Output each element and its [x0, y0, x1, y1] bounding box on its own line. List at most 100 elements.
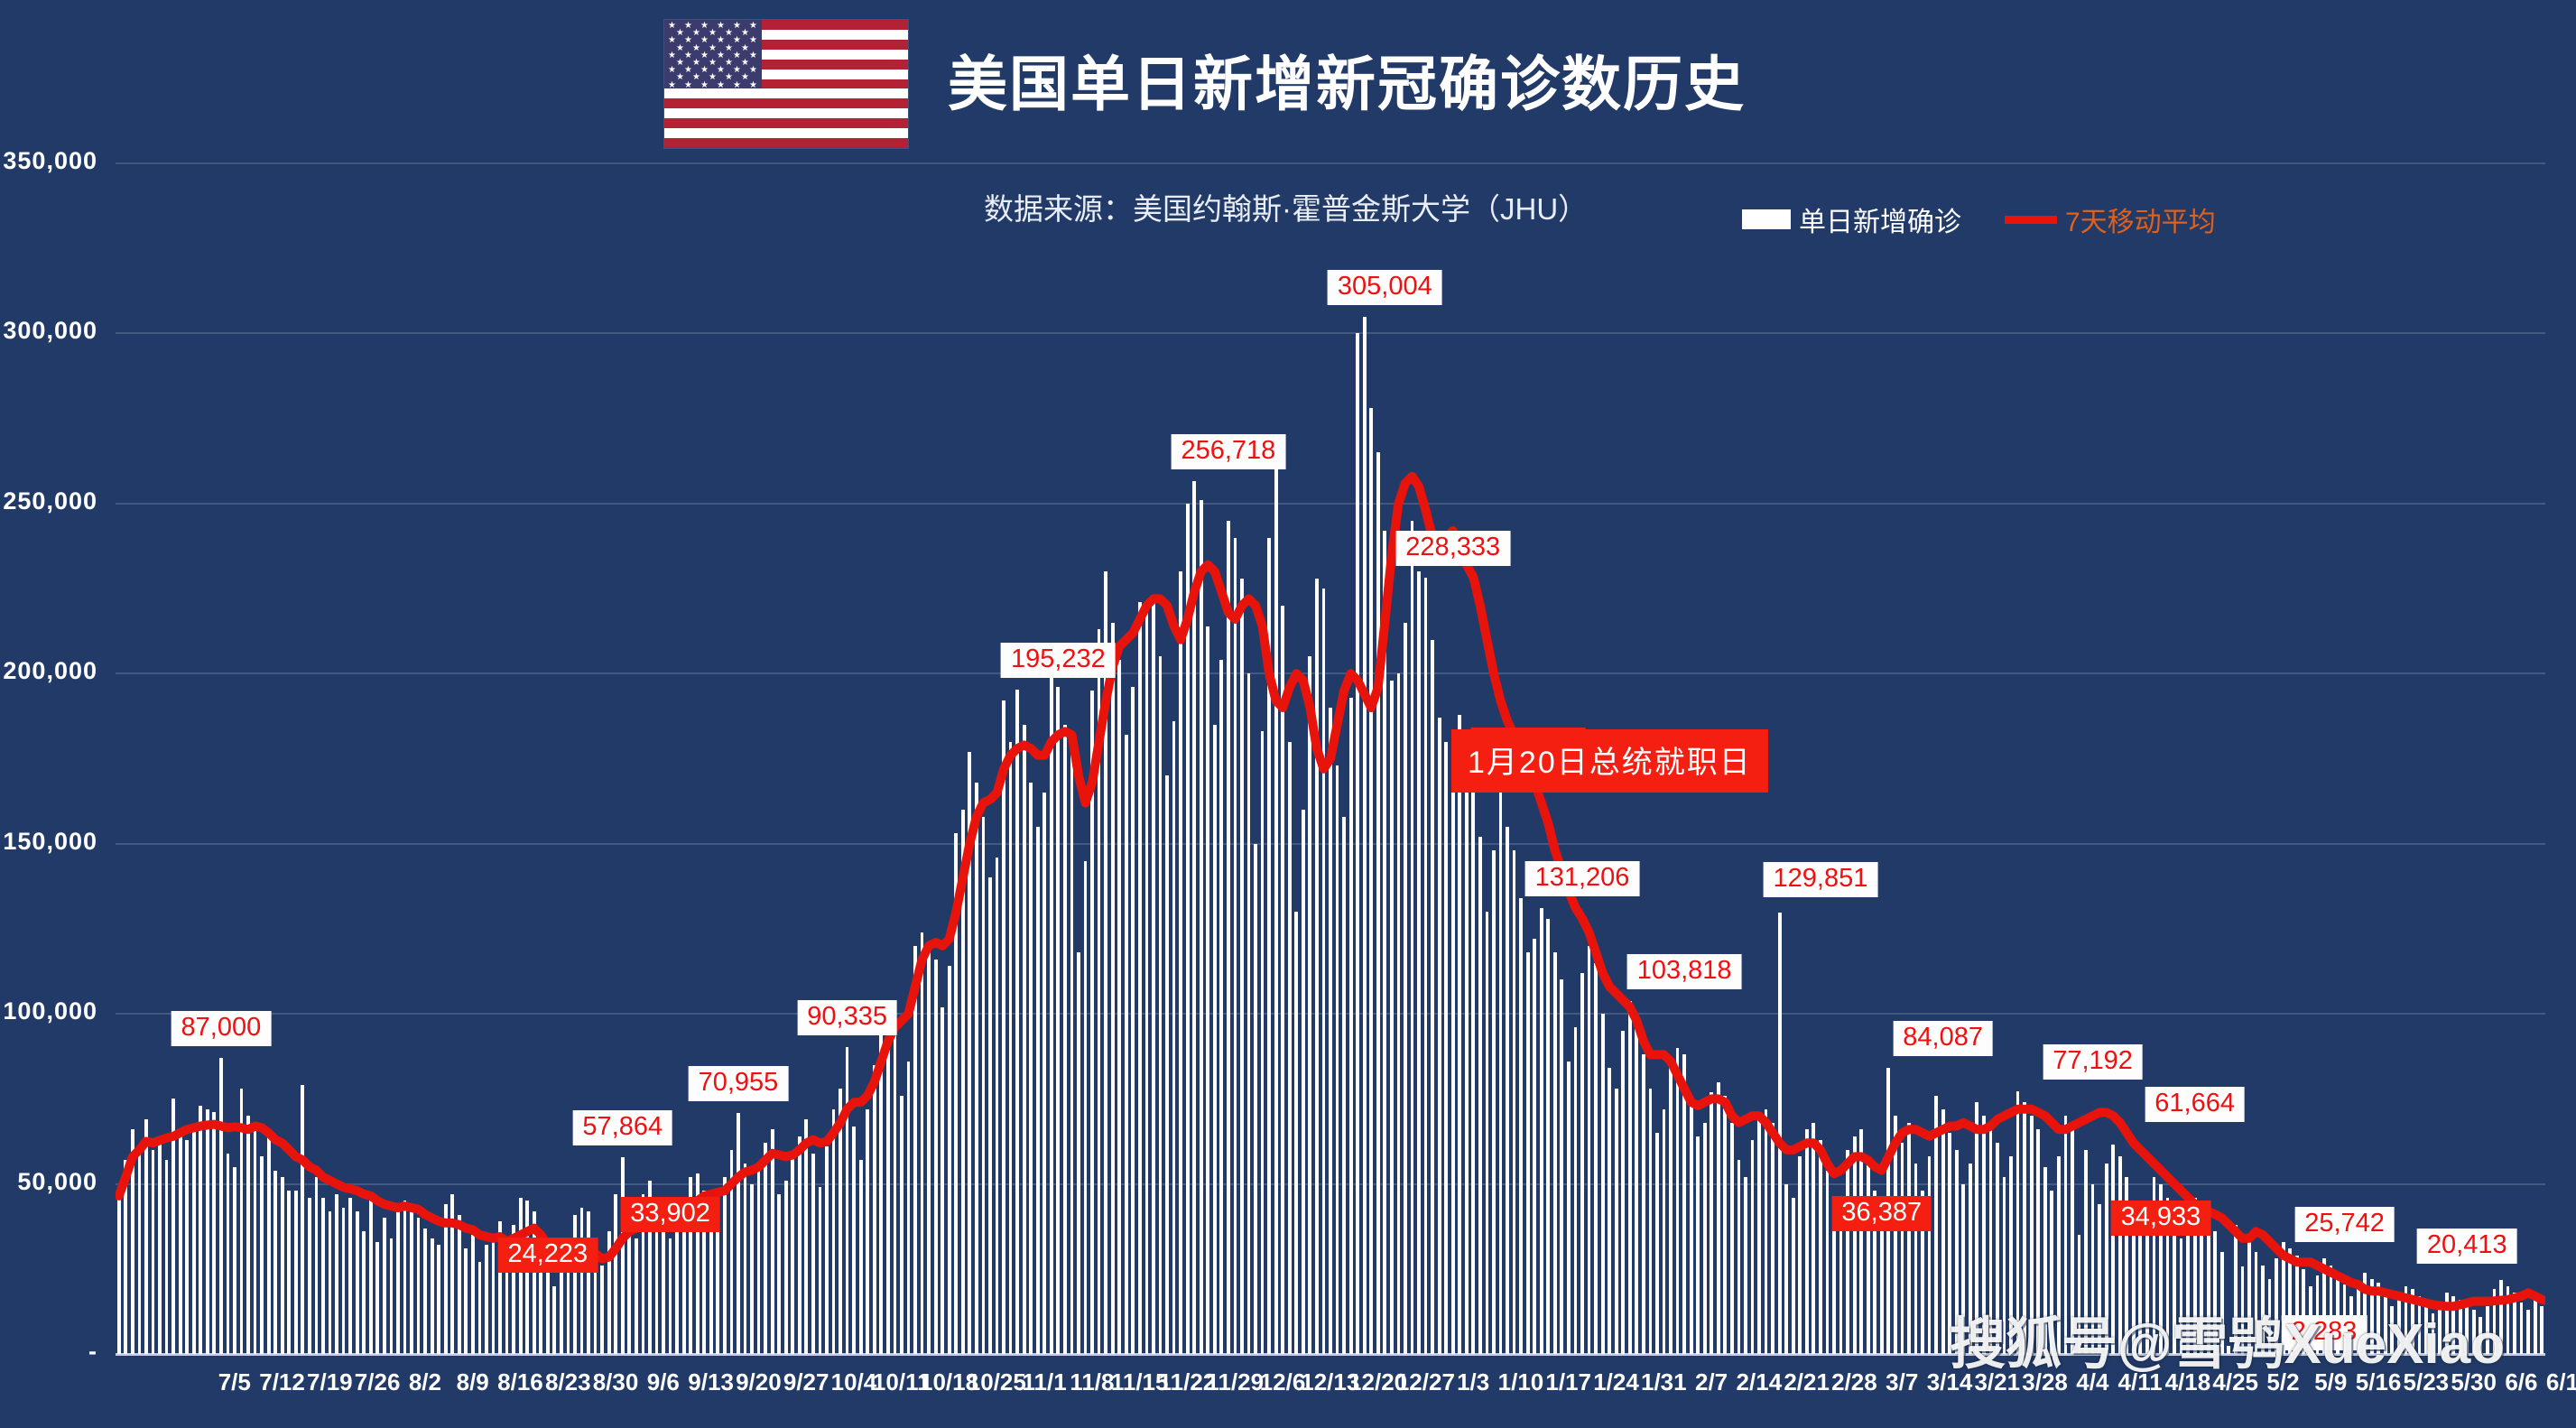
- bar: [560, 1272, 563, 1354]
- bar: [1070, 751, 1074, 1354]
- bar: [1315, 578, 1319, 1354]
- bar: [1478, 837, 1482, 1354]
- bar: [954, 833, 959, 1354]
- bar: [1049, 670, 1053, 1354]
- x-axis-tick-label: 10/18: [919, 1368, 979, 1396]
- y-axis-tick-label: 300,000: [3, 317, 97, 345]
- bar: [2411, 1289, 2414, 1354]
- bar: [1321, 589, 1326, 1354]
- bar: [1648, 1089, 1653, 1354]
- bar: [280, 1177, 284, 1354]
- bar: [1260, 731, 1265, 1354]
- bar: [641, 1193, 645, 1354]
- bar: [634, 1238, 638, 1354]
- bar: [1035, 826, 1040, 1354]
- data-label: 305,004: [1327, 269, 1442, 305]
- x-axis-tick-label: 10/25: [967, 1368, 1026, 1396]
- bar: [301, 1085, 305, 1354]
- bar: [1356, 333, 1360, 1354]
- bar: [2015, 1091, 2020, 1354]
- bar: [1669, 1064, 1673, 1354]
- bar: [1846, 1149, 1849, 1354]
- bar: [1948, 1133, 1952, 1354]
- bar: [2056, 1156, 2061, 1354]
- bar: [2219, 1251, 2224, 1354]
- gridline: [116, 502, 2545, 505]
- bar: [1907, 1122, 1911, 1354]
- bar: [1859, 1129, 1864, 1354]
- bar: [1567, 1061, 1571, 1354]
- bar: [2533, 1299, 2537, 1354]
- bar: [477, 1262, 482, 1354]
- legend-item-moving-average[interactable]: 7天移动平均: [2005, 199, 2216, 239]
- bar: [2294, 1255, 2299, 1354]
- bar: [1097, 629, 1101, 1354]
- bar: [756, 1166, 761, 1354]
- legend-item-daily-cases[interactable]: 单日新增确诊: [1742, 199, 1961, 239]
- bar: [2465, 1303, 2469, 1354]
- bar: [1042, 793, 1047, 1354]
- bar: [2383, 1293, 2387, 1354]
- bar: [1471, 775, 1476, 1354]
- chart-legend: 单日新增确诊 7天移动平均: [1742, 197, 2216, 242]
- bar: [1757, 1116, 1761, 1354]
- bar: [2417, 1295, 2422, 1354]
- bar: [199, 1105, 203, 1354]
- bar: [205, 1108, 209, 1354]
- bar: [1212, 724, 1217, 1354]
- bar: [1825, 1170, 1830, 1354]
- bar: [185, 1139, 190, 1354]
- bar: [2200, 1204, 2204, 1354]
- bar: [2479, 1316, 2483, 1354]
- x-axis-tick-label: 3/21: [1974, 1368, 2021, 1396]
- bar: [858, 1160, 863, 1354]
- bar: [927, 942, 931, 1354]
- bar: [382, 1218, 386, 1354]
- bar: [328, 1210, 332, 1354]
- bar: [1498, 769, 1503, 1354]
- bar: [1124, 735, 1128, 1354]
- bar: [1682, 1054, 1686, 1354]
- bar: [2206, 1218, 2210, 1354]
- bar: [1512, 850, 1516, 1354]
- bar: [1152, 598, 1155, 1354]
- bar: [1689, 1095, 1693, 1354]
- bar: [797, 1136, 802, 1354]
- bar: [532, 1210, 536, 1354]
- bar: [1975, 1102, 1979, 1354]
- x-axis-tick-label: 8/23: [544, 1368, 591, 1396]
- bar: [1396, 673, 1401, 1354]
- y-axis-tick-label: 50,000: [17, 1167, 97, 1195]
- bar: [1866, 1156, 1870, 1354]
- bar: [2499, 1280, 2503, 1354]
- bar: [1335, 765, 1339, 1354]
- bar: [1417, 571, 1421, 1354]
- bar: [1485, 912, 1489, 1354]
- data-label: 34,933: [2110, 1201, 2211, 1237]
- bar: [239, 1089, 244, 1354]
- bar: [1287, 741, 1292, 1354]
- bar: [253, 1126, 257, 1354]
- data-source-note: 数据来源：美国约翰斯·霍普金斯大学（JHU）: [984, 192, 1589, 226]
- bar: [1996, 1143, 1999, 1354]
- bar: [1117, 660, 1122, 1354]
- bar: [2063, 1116, 2068, 1354]
- x-axis-tick-label: 6/13: [2545, 1368, 2576, 1396]
- bar: [1376, 452, 1380, 1354]
- bar: [1329, 707, 1332, 1354]
- bar: [2111, 1144, 2116, 1354]
- data-label: 61,664: [2145, 1086, 2246, 1122]
- x-axis-tick-label: 2/21: [1784, 1368, 1830, 1396]
- bar: [355, 1210, 359, 1354]
- bar: [695, 1173, 700, 1354]
- data-label: 20,413: [2416, 1229, 2517, 1265]
- bar: [1492, 850, 1496, 1354]
- bar: [545, 1271, 550, 1354]
- bar: [1431, 639, 1434, 1354]
- y-axis-tick-label: 150,000: [3, 827, 97, 855]
- bar: [1750, 1139, 1755, 1354]
- bar: [191, 1126, 196, 1354]
- bar: [920, 932, 924, 1354]
- bar: [485, 1245, 488, 1354]
- x-axis-tick-label: 9/13: [688, 1368, 734, 1396]
